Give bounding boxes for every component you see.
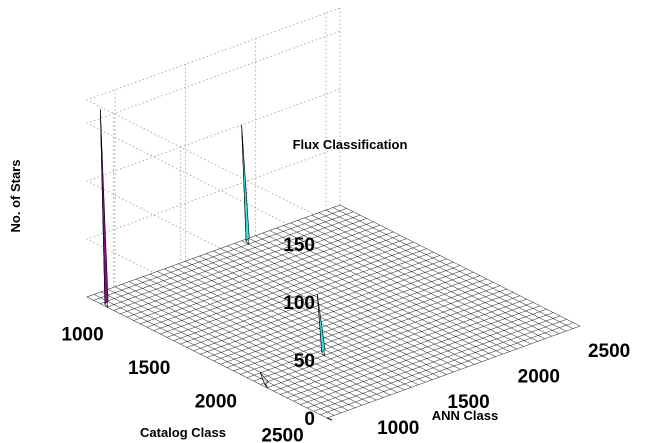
z-axis-label: No. of Stars bbox=[8, 160, 23, 233]
mesh-line bbox=[311, 215, 552, 337]
x-tick-label: 1000 bbox=[377, 418, 419, 439]
wall-grid-line bbox=[85, 30, 341, 245]
peak-side-face bbox=[100, 108, 109, 305]
surface-peak bbox=[260, 372, 269, 389]
peak-side-face bbox=[241, 124, 250, 242]
z-tick-label: 150 bbox=[283, 235, 315, 256]
y-tick-label: 1500 bbox=[128, 358, 170, 379]
mesh-line bbox=[332, 207, 574, 329]
wall-grid-line bbox=[85, 88, 341, 303]
surface-peaks bbox=[100, 108, 326, 389]
y-axis-label: Catalog Class bbox=[140, 425, 226, 440]
peak-side-face bbox=[317, 294, 326, 354]
surface-peak bbox=[317, 294, 326, 357]
z-tick-label: 100 bbox=[283, 293, 315, 314]
x-tick-label: 1500 bbox=[447, 392, 489, 413]
mesh-line bbox=[306, 315, 561, 409]
mesh-line bbox=[339, 204, 581, 327]
mesh-line bbox=[286, 305, 541, 399]
x-tick-label: 2000 bbox=[518, 367, 560, 388]
surface-mesh bbox=[86, 204, 581, 419]
z-tick-label: 0 bbox=[304, 409, 315, 430]
surface-peak bbox=[100, 108, 109, 309]
z-tick-mark bbox=[326, 417, 333, 421]
mesh-line bbox=[318, 212, 560, 334]
x-axis-label: ANN Class bbox=[432, 408, 498, 423]
y-tick-label: 2500 bbox=[261, 425, 303, 443]
mesh-line bbox=[326, 325, 581, 419]
mesh-line bbox=[325, 209, 567, 332]
mesh-line bbox=[293, 308, 547, 402]
z-tick-label: 50 bbox=[294, 351, 315, 372]
wall-grid-line bbox=[85, 146, 341, 361]
tick-labels: 0 50 100 150 1000 1500 2000 2500 1000 1500 2000 250… bbox=[61, 235, 630, 443]
mesh-line bbox=[300, 312, 554, 405]
x-tick-label: 2500 bbox=[588, 341, 630, 362]
wall-grid-line bbox=[85, 7, 341, 222]
mesh-line bbox=[304, 217, 545, 339]
y-tick-label: 1000 bbox=[61, 324, 103, 345]
peak-side-face bbox=[260, 372, 269, 386]
surface-peak bbox=[241, 124, 250, 246]
mesh-line bbox=[313, 319, 567, 412]
mesh-line bbox=[320, 322, 574, 415]
y-tick-label: 2000 bbox=[195, 392, 237, 413]
chart-title: Flux Classification bbox=[293, 137, 408, 152]
